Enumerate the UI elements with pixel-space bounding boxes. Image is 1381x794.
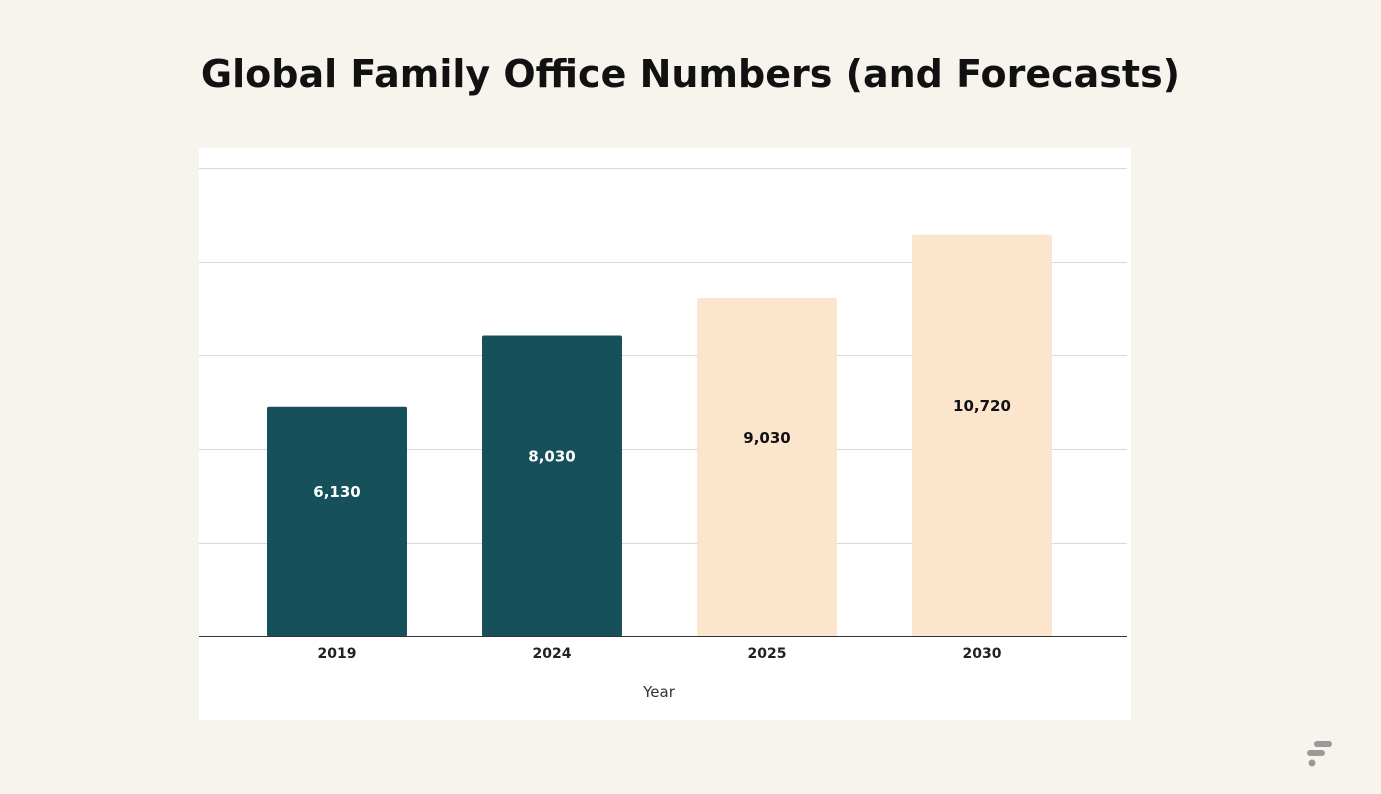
bar-value-label-2019: 6,130 (313, 483, 360, 501)
brand-logo-top-stroke (1314, 741, 1332, 747)
bar-2025 (697, 298, 837, 637)
bar-value-labels: 6,130 8,030 9,030 10,720 (313, 397, 1011, 501)
chart-card: 6,130 8,030 9,030 10,720 2019 2024 2025 2030 Y… (199, 148, 1131, 720)
brand-logo-middle-stroke (1307, 750, 1325, 756)
bars (267, 234, 1052, 637)
x-axis-title: Year (642, 683, 676, 701)
x-tick-label-2025: 2025 (748, 646, 787, 662)
brand-logo-dot (1308, 759, 1316, 767)
bar-2024 (482, 335, 622, 637)
bar-chart: 6,130 8,030 9,030 10,720 2019 2024 2025 2030 Y… (199, 168, 1127, 701)
bar-value-label-2030: 10,720 (953, 397, 1011, 415)
x-tick-label-2024: 2024 (533, 646, 572, 662)
bar-2030 (912, 234, 1052, 637)
x-tick-labels: 2019 2024 2025 2030 (318, 646, 1002, 662)
bar-value-label-2024: 8,030 (528, 448, 575, 466)
brand-logo-icon (1307, 741, 1332, 767)
x-tick-label-2019: 2019 (318, 646, 357, 662)
x-tick-label-2030: 2030 (963, 646, 1002, 662)
bar-value-label-2025: 9,030 (743, 429, 790, 447)
bar-2019 (267, 406, 407, 637)
page-title: Global Family Office Numbers (and Foreca… (200, 52, 1181, 96)
